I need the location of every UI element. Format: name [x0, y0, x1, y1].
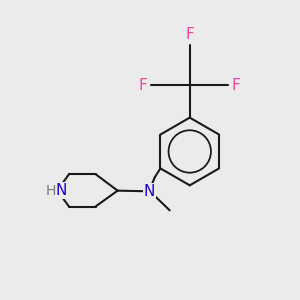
Text: N: N [55, 183, 67, 198]
Text: F: F [139, 78, 148, 93]
Text: F: F [232, 78, 241, 93]
Text: N: N [143, 184, 155, 199]
Text: F: F [185, 27, 194, 42]
Text: H: H [46, 184, 56, 198]
